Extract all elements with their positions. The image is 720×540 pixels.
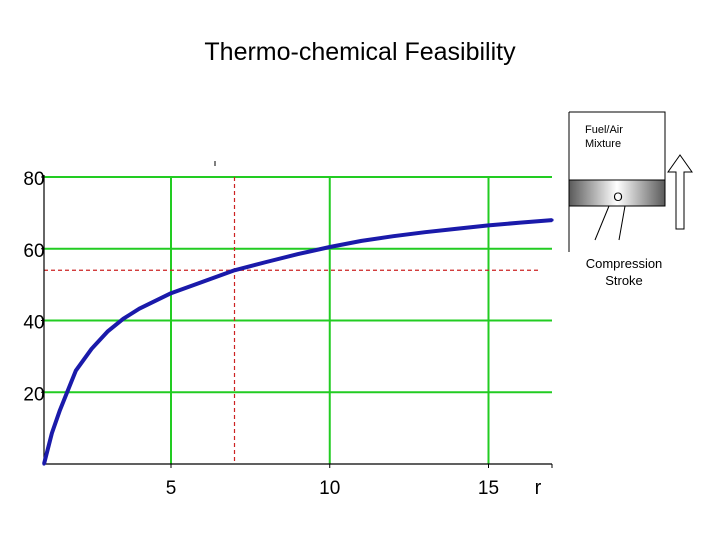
piston-diagram: O Fuel/Air Mixture Compression Stroke xyxy=(568,111,693,288)
data-point xyxy=(201,280,205,284)
data-point xyxy=(232,268,237,272)
grid xyxy=(44,176,552,464)
data-point xyxy=(42,462,46,466)
connecting-rod-left xyxy=(594,205,610,241)
data-point xyxy=(105,330,110,334)
data-point xyxy=(121,317,125,321)
data-point xyxy=(137,307,141,311)
data-point xyxy=(50,431,54,435)
data-point xyxy=(74,369,78,373)
data-point xyxy=(518,220,522,225)
chart-title: Thermo-chemical Feasibility xyxy=(204,38,516,66)
fuel-label-line1: Fuel/Air xyxy=(585,124,623,136)
data-point xyxy=(90,347,94,351)
stroke-label-line1: Compression xyxy=(586,256,663,271)
x-axis-label: r xyxy=(535,477,542,499)
y-tick-label: 20 xyxy=(23,384,44,405)
data-point xyxy=(455,227,459,231)
stroke-label-line2: Stroke xyxy=(605,273,643,288)
data-point xyxy=(169,291,173,295)
data-point xyxy=(391,234,395,238)
series xyxy=(42,218,554,466)
data-point xyxy=(328,245,332,249)
y-tick-label: 60 xyxy=(23,241,44,262)
reference-lines xyxy=(44,177,540,464)
piston-pin: O xyxy=(613,190,622,204)
data-point xyxy=(58,408,62,412)
fuel-label-line2: Mixture xyxy=(585,138,621,150)
piston-head xyxy=(568,179,666,207)
y-tick-label: 40 xyxy=(23,313,44,334)
tick-labels: 20 40 60 80 5 10 15 xyxy=(23,169,553,499)
data-point xyxy=(359,239,364,243)
data-point xyxy=(296,252,300,256)
series-line xyxy=(42,218,553,465)
data-point xyxy=(550,218,554,222)
axes xyxy=(43,161,552,465)
connecting-rod-right xyxy=(618,205,626,241)
arrow-up-icon xyxy=(667,154,693,230)
x-tick-label: 5 xyxy=(166,478,177,499)
data-point xyxy=(423,230,427,234)
data-point xyxy=(486,223,491,228)
y-tick-label: 80 xyxy=(23,169,44,190)
x-tick-label: 10 xyxy=(319,478,340,499)
x-tick-label: 15 xyxy=(478,478,499,499)
data-point xyxy=(264,260,268,264)
